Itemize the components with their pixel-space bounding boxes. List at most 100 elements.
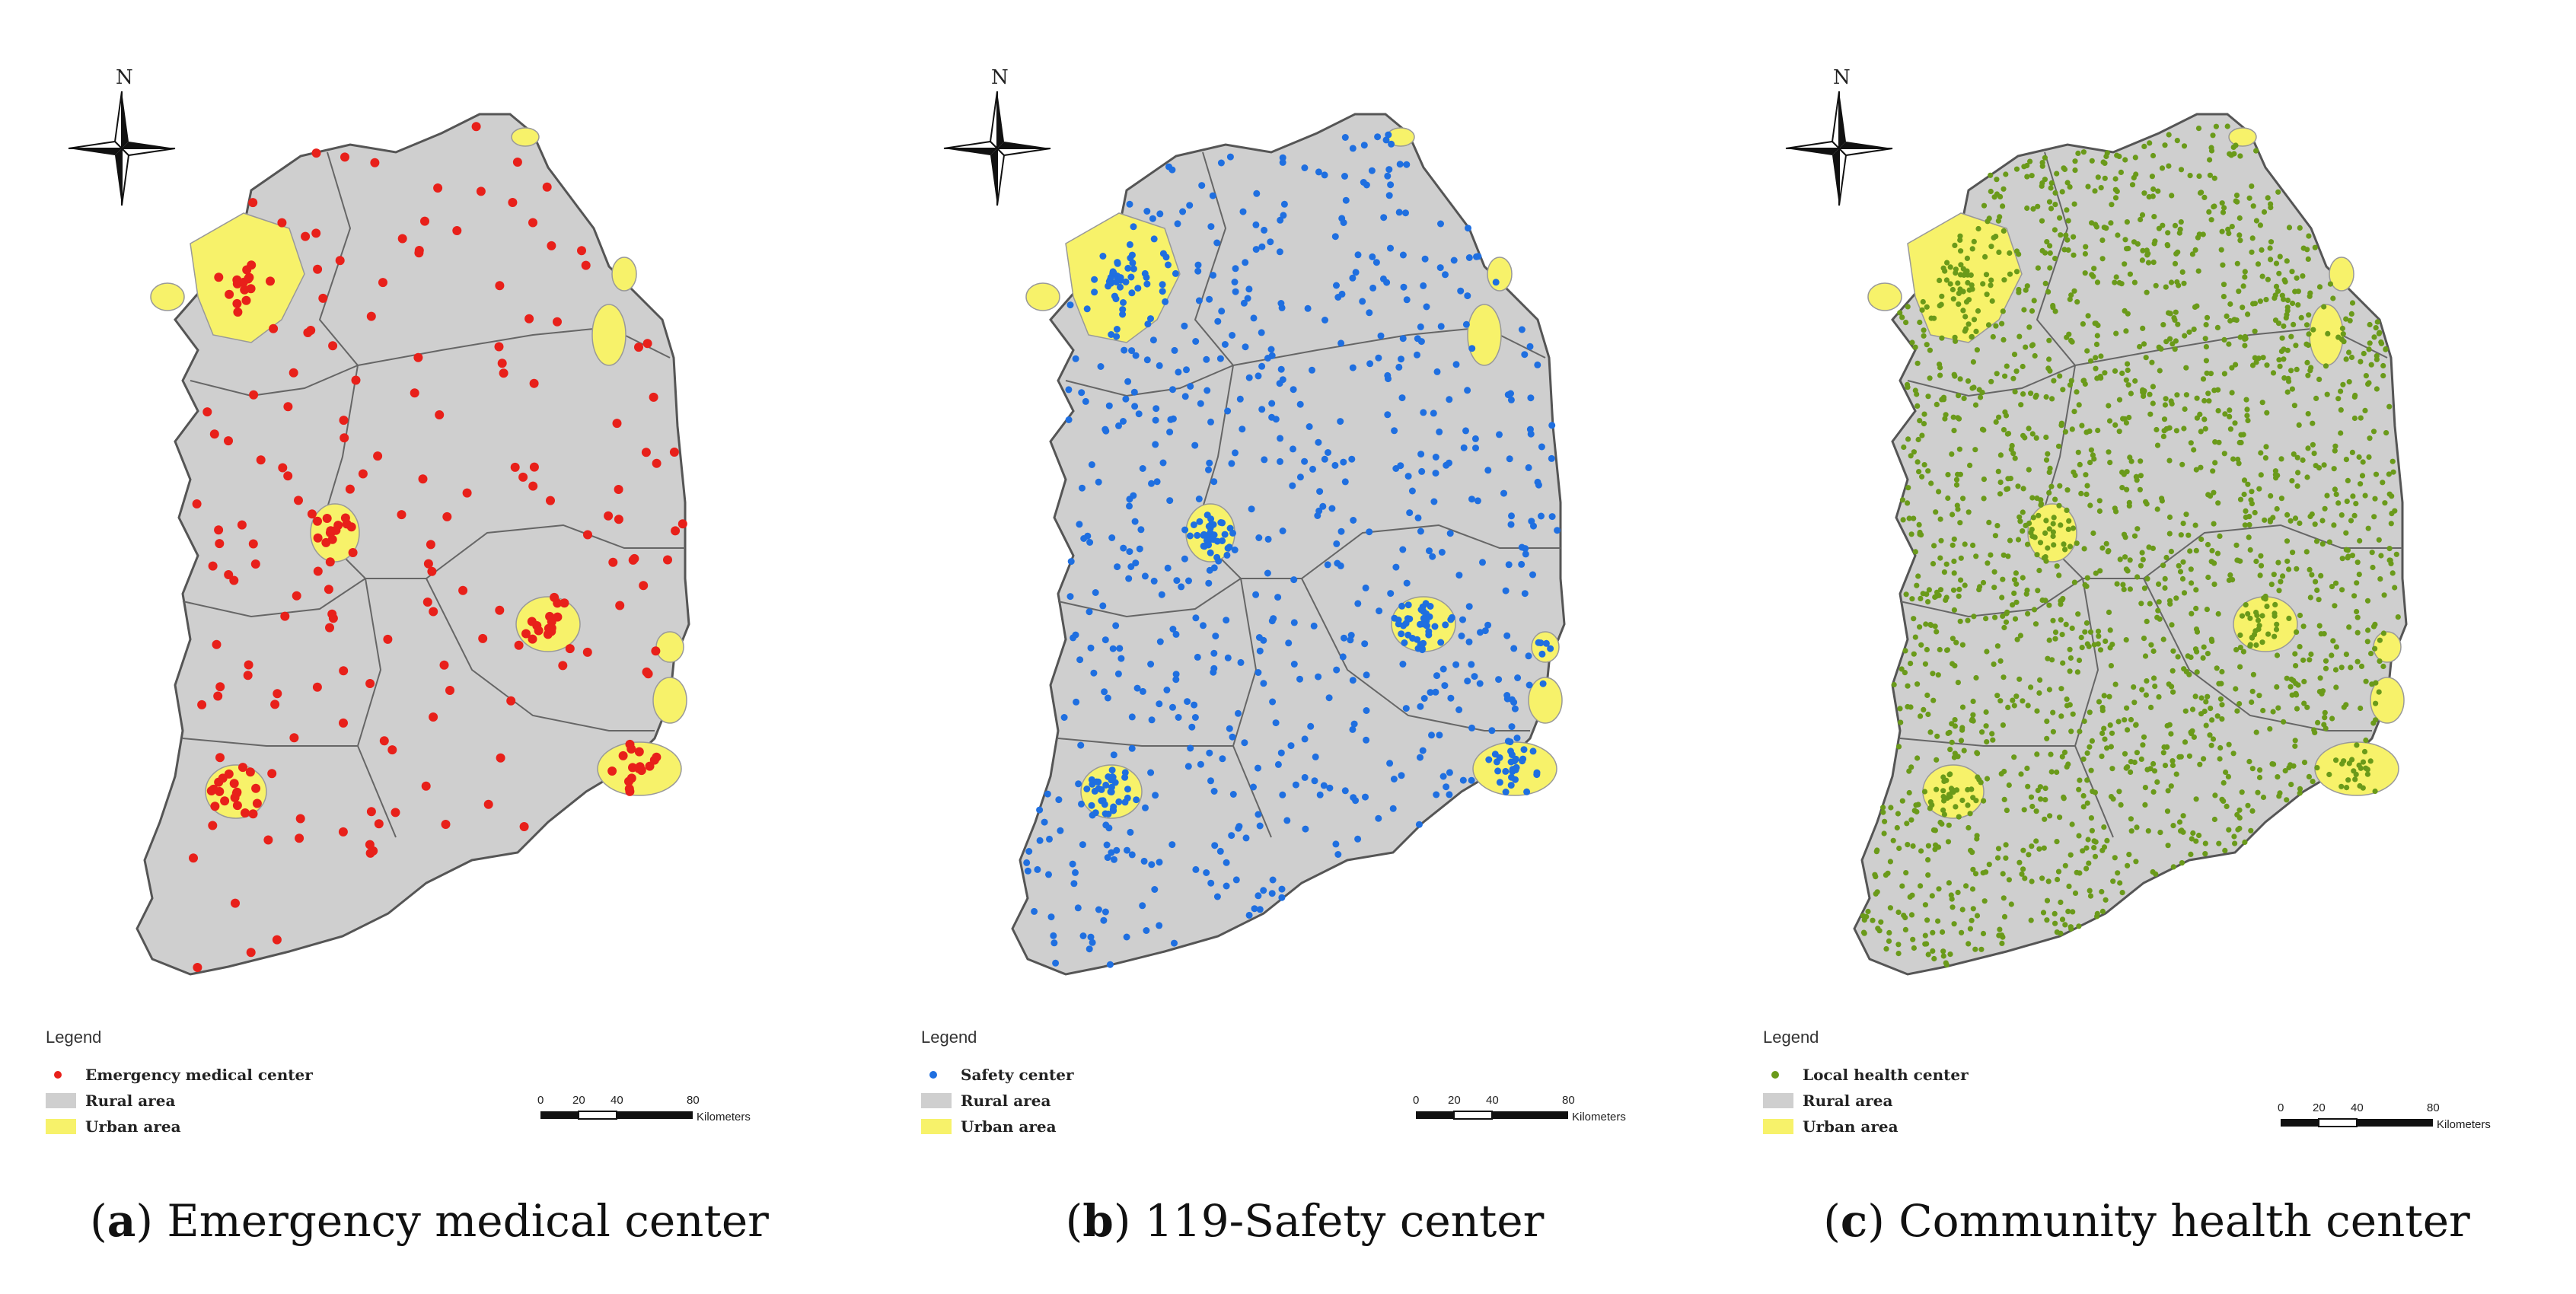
facility-point: [2206, 398, 2212, 404]
facility-point: [2036, 512, 2042, 518]
facility-point: [2203, 722, 2209, 728]
facility-point: [1217, 519, 1225, 526]
facility-point: [1218, 308, 1226, 315]
facility-point: [2000, 576, 2006, 582]
facility-point: [1526, 681, 1533, 689]
facility-point: [2154, 442, 2161, 448]
facility-point: [2189, 580, 2195, 586]
facility-point: [210, 802, 220, 811]
facility-point: [1153, 405, 1160, 413]
facility-point: [1253, 190, 1261, 197]
svg-text:40: 40: [611, 1094, 623, 1107]
facility-point: [1985, 322, 1992, 328]
facility-point: [2194, 395, 2200, 401]
facility-point: [1142, 804, 1149, 811]
facility-point: [1997, 491, 2004, 497]
facility-point: [2171, 315, 2177, 321]
facility-point: [2160, 636, 2166, 642]
facility-point: [2214, 324, 2221, 330]
facility-point: [214, 525, 224, 535]
facility-point: [2383, 346, 2389, 352]
facility-point: [2258, 553, 2264, 559]
facility-point: [2172, 346, 2178, 352]
facility-point: [213, 691, 223, 701]
facility-point: [2012, 455, 2018, 461]
facility-point: [1124, 264, 1132, 272]
facility-point: [2256, 486, 2262, 492]
facility-point: [1973, 553, 1979, 559]
facility-point: [397, 510, 406, 520]
legend-rural-swatch: [46, 1093, 76, 1108]
facility-point: [1400, 622, 1408, 629]
facility-point: [1936, 886, 1942, 892]
facility-point: [1908, 912, 1915, 918]
facility-point: [2077, 870, 2083, 876]
facility-point: [2167, 311, 2173, 317]
facility-point: [2058, 686, 2064, 692]
facility-point: [1996, 414, 2002, 420]
facility-point: [2182, 739, 2189, 745]
facility-point: [1315, 673, 1322, 680]
facility-point: [1398, 602, 1406, 610]
facility-point: [2052, 496, 2058, 502]
facility-point: [1304, 304, 1312, 312]
facility-point: [2036, 846, 2042, 852]
facility-point: [1433, 368, 1441, 375]
facility-point: [2112, 186, 2119, 193]
facility-point: [2141, 393, 2147, 400]
facility-point: [2048, 185, 2054, 191]
facility-point: [1956, 446, 1962, 452]
facility-point: [270, 700, 280, 709]
facility-point: [1203, 869, 1210, 876]
facility-point: [2162, 763, 2169, 769]
facility-point: [1924, 646, 1930, 653]
facility-point: [1395, 209, 1403, 216]
facility-point: [1950, 296, 1956, 302]
facility-point: [1127, 273, 1135, 281]
facility-point: [1086, 539, 1094, 546]
facility-point: [1349, 145, 1357, 152]
facility-point: [2319, 541, 2326, 547]
facility-point: [2016, 859, 2023, 865]
facility-point: [1476, 680, 1484, 687]
facility-point: [1290, 445, 1296, 453]
facility-point: [1258, 406, 1266, 413]
facility-point: [2139, 550, 2145, 556]
facility-point: [229, 779, 239, 789]
facility-point: [2176, 563, 2182, 569]
facility-point: [1109, 645, 1117, 652]
facility-point: [2162, 585, 2168, 591]
facility-point: [366, 807, 376, 817]
facility-point: [2050, 521, 2056, 527]
facility-point: [1902, 926, 1908, 932]
facility-point: [1997, 926, 2003, 932]
facility-point: [2046, 687, 2052, 693]
facility-point: [2031, 298, 2037, 304]
facility-point: [1472, 445, 1479, 452]
facility-point: [1917, 319, 1923, 326]
facility-point: [2236, 288, 2242, 295]
facility-point: [1925, 857, 1931, 863]
facility-point: [2189, 706, 2196, 712]
facility-point: [2338, 512, 2345, 518]
facility-point: [2145, 250, 2151, 257]
facility-point: [2155, 188, 2161, 194]
facility-point: [2229, 224, 2235, 230]
facility-point: [2245, 311, 2251, 317]
facility-point: [1164, 564, 1172, 572]
facility-point: [2322, 709, 2328, 716]
facility-point: [2023, 522, 2029, 529]
facility-point: [2200, 655, 2206, 661]
facility-point: [2248, 497, 2254, 503]
facility-point: [2080, 378, 2087, 384]
facility-point: [2001, 796, 2007, 802]
facility-point: [1940, 953, 1946, 959]
facility-point: [2040, 910, 2047, 916]
facility-point: [1080, 535, 1088, 542]
facility-point: [2076, 786, 2082, 792]
facility-point: [2013, 599, 2020, 605]
facility-point: [2318, 631, 2324, 637]
facility-point: [1960, 308, 1966, 314]
facility-point: [2284, 538, 2291, 544]
facility-point: [2313, 578, 2319, 585]
